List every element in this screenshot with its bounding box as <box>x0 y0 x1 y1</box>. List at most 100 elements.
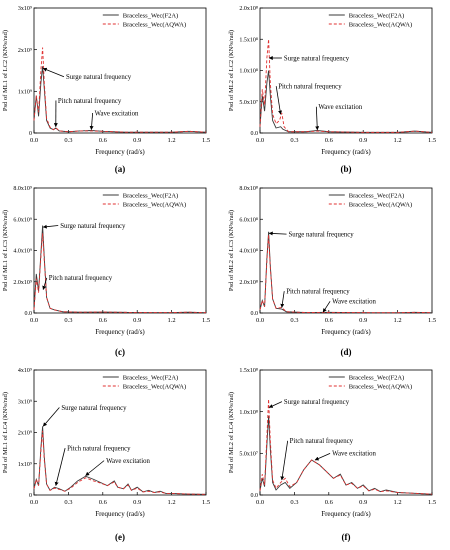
annotation-arrow <box>268 231 287 236</box>
x-tick-label: 1.5 <box>202 499 210 506</box>
series-line-aqwa <box>33 430 207 495</box>
y-tick-label: 6.0x10⁹ <box>13 217 32 223</box>
y-axis-label: Psd of ML2 of LC4 (KN²s/rad) <box>228 392 235 473</box>
x-tick-label: 0.9 <box>133 137 141 144</box>
y-tick-label: 0.0 <box>25 311 33 317</box>
annotation-arrow <box>315 106 320 131</box>
x-tick-label: 0.6 <box>325 317 334 324</box>
x-tick-label: 0.6 <box>99 499 108 506</box>
annotation-arrow <box>42 67 65 78</box>
x-axis-label: Frequency (rad/s) <box>95 328 145 336</box>
y-tick-label: 3x10⁹ <box>18 399 32 405</box>
chart-panel-6: 0.0 0.3 0.6 0.9 1.2 1.5 0.0 5.0x10⁷ 1.0x10⁸ 1.5x1… <box>228 368 436 542</box>
y-tick-label: 2.0x10⁸ <box>239 6 258 12</box>
y-tick-label: 0 <box>29 493 32 499</box>
annotation-label: Pitch natural frequency <box>58 98 122 105</box>
annotation-label: Wave excitation <box>332 299 376 306</box>
legend-entry: Braceless_Wec(AQWA) <box>123 202 186 209</box>
y-tick-label: 0.0 <box>251 311 259 317</box>
annotation-arrow <box>322 301 331 313</box>
series-line-aqwa <box>33 233 207 314</box>
series-line-aqwa <box>259 399 433 495</box>
annotation-label: Pitch natural frequency <box>278 83 342 90</box>
annotation-arrow <box>42 277 48 290</box>
y-tick-label: 2x10⁹ <box>18 431 32 437</box>
panel-caption: (c) <box>115 347 125 357</box>
x-tick-label: 0.0 <box>30 499 38 506</box>
x-tick-label: 1.5 <box>428 499 436 506</box>
y-tick-label: 8.0x10⁹ <box>13 186 32 192</box>
x-axis-label: Frequency (rad/s) <box>321 148 371 156</box>
series-line-f2a <box>33 225 207 314</box>
chart-panel-3: 0.0 0.3 0.6 0.9 1.2 1.5 0.0 2.0x10⁹ 4.0x10⁹ 6.0x1… <box>2 186 210 357</box>
x-axis-label: Frequency (rad/s) <box>95 148 145 156</box>
x-tick-label: 0.3 <box>64 137 72 144</box>
annotation-arrow <box>280 291 285 308</box>
y-tick-label: 2.0x10⁹ <box>13 280 32 286</box>
panel-caption: (e) <box>115 532 125 542</box>
annotation-label: Surge natural frequency <box>61 405 127 412</box>
x-tick-label: 1.2 <box>394 499 402 506</box>
x-tick-label: 0.6 <box>99 317 108 324</box>
x-axis-label: Frequency (rad/s) <box>321 328 371 336</box>
x-tick-label: 0.9 <box>359 499 367 506</box>
legend-entry: Braceless_Wec(AQWA) <box>349 384 412 391</box>
series-line-aqwa <box>259 234 433 314</box>
x-tick-label: 0.3 <box>290 317 298 324</box>
x-tick-label: 0.0 <box>30 317 38 324</box>
x-tick-label: 0.0 <box>256 317 264 324</box>
legend-entry: Braceless_Wec(F2A) <box>349 375 404 382</box>
annotation-label: Pitch natural frequency <box>67 445 131 452</box>
annotation-label: Pitch natural frequency <box>49 275 113 282</box>
x-tick-label: 1.5 <box>202 317 210 324</box>
y-tick-label: 0.0 <box>251 493 259 499</box>
x-tick-label: 0.3 <box>64 499 72 506</box>
x-tick-label: 0.6 <box>325 137 334 144</box>
x-tick-label: 1.5 <box>202 137 210 144</box>
x-tick-label: 1.5 <box>428 317 436 324</box>
y-axis-label: Psd of ML2 of LC3 (KN²s/rad) <box>228 210 235 291</box>
x-tick-label: 0.0 <box>30 137 38 144</box>
plot-frame <box>33 7 207 134</box>
y-tick-label: 0.0 <box>251 131 259 137</box>
x-tick-label: 0.3 <box>64 317 72 324</box>
chart-panel-1: 0.0 0.3 0.6 0.9 1.2 1.5 0 1x10⁹ 2x10⁹ 3x10⁹ Freque… <box>2 6 210 174</box>
x-tick-label: 1.2 <box>394 317 402 324</box>
annotation-label: Pitch natural frequency <box>286 288 350 295</box>
x-axis-label: Frequency (rad/s) <box>95 510 145 518</box>
x-tick-label: 1.2 <box>168 499 176 506</box>
annotation-arrow <box>85 460 105 476</box>
panel-caption: (b) <box>341 164 352 174</box>
annotation-arrow <box>275 86 283 115</box>
y-tick-label: 0 <box>29 131 32 137</box>
x-tick-label: 0.0 <box>256 137 264 144</box>
chart-panel-4: 0.0 0.3 0.6 0.9 1.2 1.5 0.0 2.0x10⁸ 4.0x10⁸ 6.0x1… <box>228 186 436 357</box>
y-axis-label: Psd of ML1 of LC4 (KN²s/rad) <box>2 392 9 473</box>
annotation-label: Surge natural frequency <box>284 55 350 62</box>
annotation-label: Wave excitation <box>318 104 362 111</box>
y-tick-label: 1.0x10⁸ <box>239 69 258 75</box>
y-tick-label: 1.0x10⁸ <box>239 410 258 416</box>
y-axis-label: Psd of ML1 of LC3 (KN²s/rad) <box>2 210 9 291</box>
x-tick-label: 0.9 <box>359 317 367 324</box>
legend-entry: Braceless_Wec(F2A) <box>123 375 178 382</box>
y-tick-label: 5.0x10⁷ <box>239 100 258 106</box>
series-line-f2a <box>259 70 433 133</box>
annotation-label: Surge natural frequency <box>60 223 126 230</box>
x-tick-label: 1.5 <box>428 137 436 144</box>
annotation-arrow <box>54 448 66 487</box>
y-axis-label: Psd of ML2 of LC2 (KN²s/rad) <box>228 30 235 111</box>
plot-frame <box>259 369 433 496</box>
x-tick-label: 1.2 <box>394 137 402 144</box>
annotation-label: Wave excitation <box>332 451 376 458</box>
y-tick-label: 4.0x10⁹ <box>13 249 32 255</box>
x-axis-label: Frequency (rad/s) <box>321 510 371 518</box>
annotation-label: Surge natural frequency <box>66 74 132 81</box>
x-tick-label: 0.9 <box>359 137 367 144</box>
x-tick-label: 0.0 <box>256 499 264 506</box>
annotation-arrow <box>280 440 289 481</box>
legend-entry: Braceless_Wec(AQWA) <box>349 202 412 209</box>
y-tick-label: 1x10⁹ <box>18 90 32 96</box>
legend-entry: Braceless_Wec(F2A) <box>349 13 404 20</box>
